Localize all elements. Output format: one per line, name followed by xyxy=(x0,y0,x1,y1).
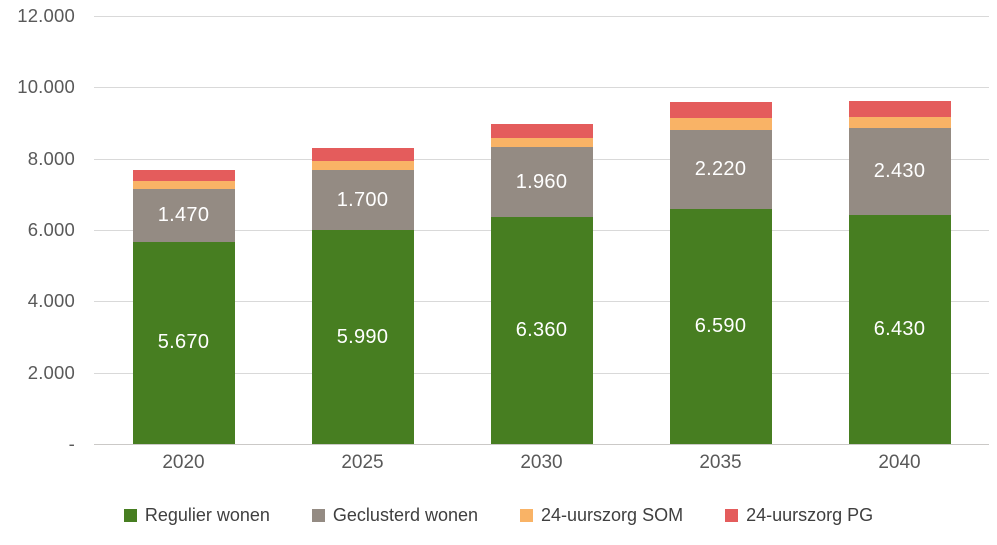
bar-segment-regulier-wonen-2020: 5.670 xyxy=(132,241,235,444)
bar-value-label: 1.960 xyxy=(515,170,568,193)
bar-segment-regulier-wonen-2025: 5.990 xyxy=(311,230,414,444)
bar-value-label: 2.430 xyxy=(873,159,926,182)
bar-segment-24-uurszorg-som-2020 xyxy=(132,180,235,190)
bar-value-label: 6.590 xyxy=(694,315,747,337)
plot-area: 5.670 1.470 5.990 1.700 6.360 1.960 6.590 2.220… xyxy=(94,16,989,445)
x-axis-label-2040: 2040 xyxy=(878,452,921,473)
bar-value-label: 1.470 xyxy=(157,204,210,227)
bar-column-2030: 6.360 1.960 xyxy=(490,124,593,444)
x-axis-label-2025: 2025 xyxy=(341,452,384,473)
bars-row: 5.670 1.470 5.990 1.700 6.360 1.960 6.590 2.220… xyxy=(94,16,989,444)
bar-segment-regulier-wonen-2040: 6.430 xyxy=(848,214,951,444)
y-axis: 12.000 10.000 8.000 6.000 4.000 2.000 - xyxy=(0,0,78,460)
legend: Regulier wonen Geclusterd wonen 24-uurszor… xyxy=(0,505,997,526)
legend-item-geclusterd-wonen: Geclusterd wonen xyxy=(311,505,479,526)
legend-item-24-uurszorg-som: 24-uurszorg SOM xyxy=(520,505,683,526)
y-tick-label: 6.000 xyxy=(27,219,75,240)
bar-segment-geclusterd-wonen-2035: 2.220 xyxy=(669,129,772,209)
legend-label-geclusterd-wonen: Geclusterd wonen xyxy=(332,505,479,525)
y-tick-label: 8.000 xyxy=(27,147,75,169)
bar-value-label: 6.430 xyxy=(873,317,926,340)
bar-segment-24-uurszorg-pg-2020 xyxy=(132,169,235,181)
bar-segment-24-uurszorg-pg-2035 xyxy=(669,102,772,119)
y-tick-label: 2.000 xyxy=(27,361,75,383)
bar-slot-2025: 5.990 1.700 xyxy=(273,16,452,444)
legend-swatch-regulier-wonen xyxy=(123,509,137,522)
bar-value-label: 2.220 xyxy=(694,157,747,180)
bar-column-2020: 5.670 1.470 xyxy=(132,169,235,444)
bar-segment-24-uurszorg-pg-2025 xyxy=(311,148,414,161)
bar-segment-geclusterd-wonen-2020: 1.470 xyxy=(132,189,235,242)
gridline xyxy=(94,16,989,17)
bar-column-2035: 6.590 2.220 xyxy=(669,102,772,444)
x-axis-line xyxy=(94,444,989,445)
gridline xyxy=(94,87,989,89)
legend-item-regulier-wonen: Regulier wonen xyxy=(123,505,270,526)
legend-swatch-geclusterd-wonen xyxy=(311,509,325,522)
bar-segment-regulier-wonen-2035: 6.590 xyxy=(669,209,772,444)
bar-segment-24-uurszorg-pg-2040 xyxy=(848,100,951,117)
bar-value-label: 1.700 xyxy=(336,188,389,211)
bar-segment-geclusterd-wonen-2025: 1.700 xyxy=(311,169,414,231)
x-axis-label-2035: 2035 xyxy=(699,452,742,473)
bar-slot-2040: 6.430 2.430 xyxy=(810,16,989,444)
legend-label-24-uurszorg-pg: 24-uurszorg PG xyxy=(746,505,874,525)
bar-segment-geclusterd-wonen-2040: 2.430 xyxy=(848,128,951,215)
bar-segment-24-uurszorg-som-2035 xyxy=(669,118,772,130)
y-tick-label: 4.000 xyxy=(27,290,75,312)
y-tick-label: 12.000 xyxy=(17,5,75,26)
legend-swatch-24-uurszorg-som xyxy=(520,509,534,522)
y-tick-label: 10.000 xyxy=(17,76,75,98)
x-axis-label-2020: 2020 xyxy=(162,452,205,473)
bar-slot-2035: 6.590 2.220 xyxy=(631,16,810,444)
legend-item-24-uurszorg-pg: 24-uurszorg PG xyxy=(725,505,873,526)
y-tick-label: - xyxy=(68,433,75,454)
bar-segment-24-uurszorg-som-2030 xyxy=(490,137,593,148)
bar-segment-24-uurszorg-pg-2030 xyxy=(490,124,593,138)
bar-value-label: 5.990 xyxy=(336,325,389,348)
x-axis-label-2030: 2030 xyxy=(520,452,563,473)
bar-column-2040: 6.430 2.430 xyxy=(848,100,951,444)
bar-segment-geclusterd-wonen-2030: 1.960 xyxy=(490,147,593,218)
bar-segment-regulier-wonen-2030: 6.360 xyxy=(490,217,593,444)
x-axis: 2020 2025 2030 2035 2040 xyxy=(94,452,989,474)
bar-segment-24-uurszorg-som-2025 xyxy=(311,160,414,170)
bar-value-label: 5.670 xyxy=(157,331,210,354)
bar-slot-2020: 5.670 1.470 xyxy=(94,16,273,444)
bar-column-2025: 5.990 1.700 xyxy=(311,148,414,444)
bar-slot-2030: 6.360 1.960 xyxy=(452,16,631,444)
legend-swatch-24-uurszorg-pg xyxy=(725,509,739,522)
legend-label-24-uurszorg-som: 24-uurszorg SOM xyxy=(541,505,684,525)
bar-segment-24-uurszorg-som-2040 xyxy=(848,116,951,129)
legend-label-regulier-wonen: Regulier wonen xyxy=(144,505,270,525)
bar-value-label: 6.360 xyxy=(515,319,568,342)
